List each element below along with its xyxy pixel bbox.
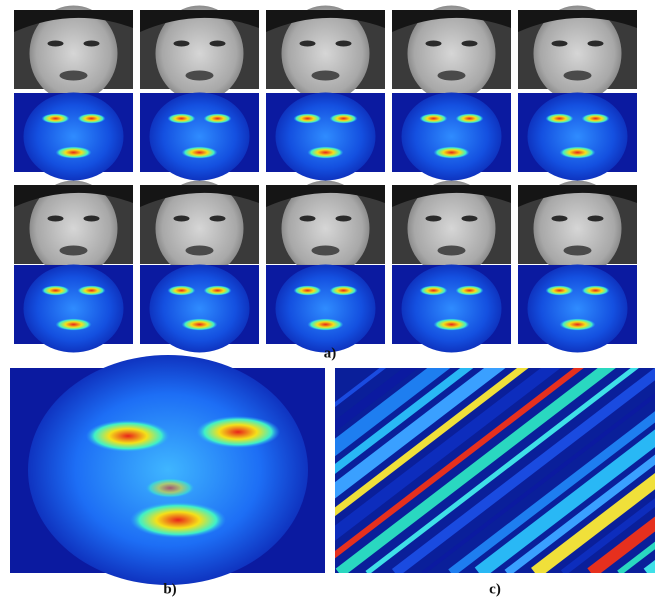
mouth-heat <box>308 319 344 331</box>
mouth-heat <box>182 319 218 331</box>
face-heat <box>150 265 250 353</box>
eye-heat <box>330 114 358 124</box>
nose-heat <box>145 478 195 498</box>
eye <box>84 41 100 47</box>
mouth-heat <box>434 319 470 331</box>
mouth <box>312 71 340 81</box>
mouth <box>564 246 592 256</box>
face-heat <box>528 93 628 181</box>
face-heat <box>276 265 376 353</box>
eye <box>588 216 604 222</box>
eye <box>336 41 352 47</box>
eye-heat <box>204 286 232 296</box>
eye <box>552 41 568 47</box>
mouth <box>438 71 466 81</box>
eye-heat <box>196 416 280 448</box>
eye-heat <box>42 286 70 296</box>
eye <box>84 216 100 222</box>
eye-heat <box>420 286 448 296</box>
mouth <box>438 246 466 256</box>
face-heat <box>24 265 124 353</box>
eye-heat <box>456 114 484 124</box>
mouth-heat <box>560 147 596 159</box>
eye-heat <box>582 114 610 124</box>
mouth-heat <box>130 502 226 538</box>
panel-label: a) <box>324 345 337 361</box>
mouth-heat <box>308 147 344 159</box>
eye-heat <box>78 286 106 296</box>
panel-b <box>10 355 325 585</box>
panel-label: b) <box>163 581 176 597</box>
figure: a) b) c) <box>0 0 659 599</box>
face-heat <box>402 93 502 181</box>
mouth <box>186 246 214 256</box>
eye-heat <box>582 286 610 296</box>
mouth-heat <box>56 319 92 331</box>
eye-heat <box>546 286 574 296</box>
eye-heat <box>330 286 358 296</box>
eye-heat <box>168 286 196 296</box>
eye-heat <box>78 114 106 124</box>
face-heat <box>28 355 308 585</box>
mouth-heat <box>182 147 218 159</box>
mouth <box>564 71 592 81</box>
mouth-heat <box>434 147 470 159</box>
eye-heat <box>420 114 448 124</box>
eye <box>174 41 190 47</box>
eye <box>174 216 190 222</box>
face-heat <box>402 265 502 353</box>
eye <box>300 41 316 47</box>
eye <box>300 216 316 222</box>
eye-heat <box>42 114 70 124</box>
eye-heat <box>456 286 484 296</box>
mouth <box>60 71 88 81</box>
eye <box>462 216 478 222</box>
mouth <box>60 246 88 256</box>
page: a) b) c) (() => { const data = JSON.pars… <box>0 0 659 599</box>
face-heat <box>528 265 628 353</box>
eye <box>336 216 352 222</box>
eye-heat <box>546 114 574 124</box>
mouth <box>312 246 340 256</box>
mouth-heat <box>560 319 596 331</box>
mouth <box>186 71 214 81</box>
face-heat <box>150 93 250 181</box>
eye <box>462 41 478 47</box>
mouth-heat <box>56 147 92 159</box>
eye-heat <box>294 114 322 124</box>
panel-a <box>14 6 637 353</box>
eye <box>48 41 64 47</box>
face-heat <box>276 93 376 181</box>
eye <box>48 216 64 222</box>
eye <box>552 216 568 222</box>
eye <box>426 41 442 47</box>
eye <box>210 216 226 222</box>
eye-heat <box>204 114 232 124</box>
eye <box>210 41 226 47</box>
eye-heat <box>168 114 196 124</box>
eye-heat <box>294 286 322 296</box>
eye <box>588 41 604 47</box>
panel-label: c) <box>489 581 501 597</box>
eye-heat <box>86 420 170 452</box>
eye <box>426 216 442 222</box>
face-heat <box>24 93 124 181</box>
